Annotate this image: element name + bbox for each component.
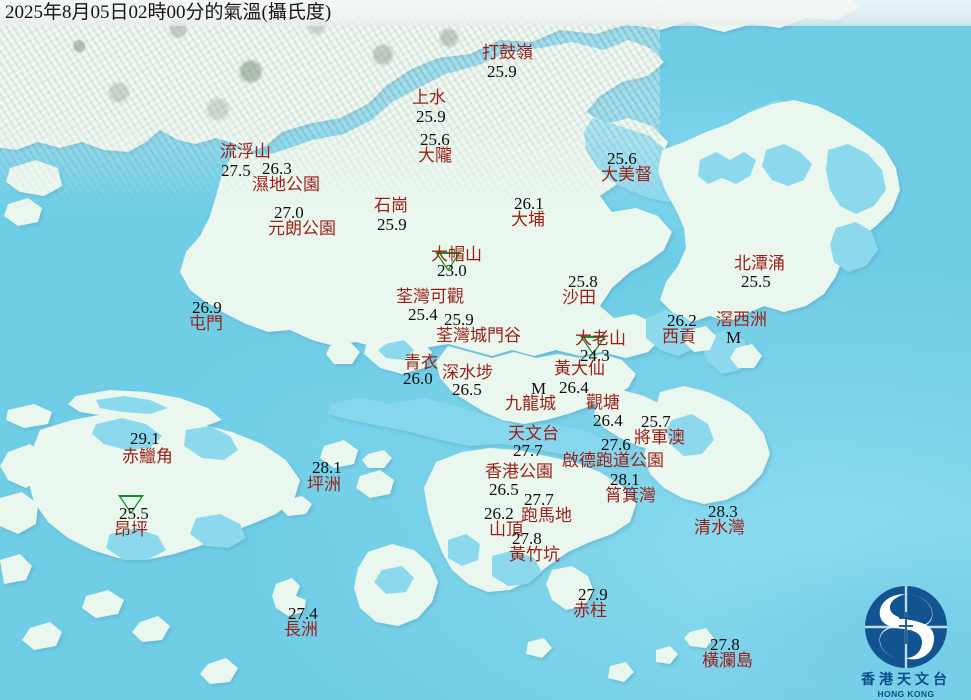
- station-name-label: 深水埗: [442, 363, 493, 382]
- station-temperature-value: 26.4: [559, 378, 589, 397]
- page-title: 2025年8月05日02時00分的氣溫(攝氏度): [5, 2, 332, 23]
- station-name-label: 石崗: [374, 196, 408, 215]
- station-name-label: 大美督: [601, 165, 652, 184]
- station-name-label: 流浮山: [220, 142, 271, 161]
- station-name-label: 筲箕灣: [605, 486, 656, 505]
- station-temperature-value: 27.8: [512, 529, 542, 548]
- station-temperature-value: 26.0: [403, 369, 433, 388]
- station-name-label: 屯門: [189, 314, 223, 333]
- title-band: [0, 0, 971, 26]
- station-name-label: 將軍澳: [634, 428, 685, 447]
- station-temperature-value: 27.7: [513, 441, 543, 460]
- station-temperature-value: 25.6: [420, 130, 450, 149]
- station-temperature-value: 25.7: [641, 412, 671, 431]
- station-temperature-value: 27.5: [221, 161, 251, 180]
- high-altitude-station-marker: [580, 336, 606, 355]
- station-temperature-value: 27.8: [710, 635, 740, 654]
- station-temperature-value: 26.2: [484, 504, 514, 523]
- station-temperature-value: 27.0: [274, 203, 304, 222]
- station-temperature-value: 23.0: [437, 261, 467, 280]
- station-name-label: 荃灣可觀: [396, 287, 464, 306]
- station-temperature-value: 27.4: [288, 604, 318, 623]
- station-name-label: 跑馬地: [521, 506, 572, 525]
- station-temperature-value: 25.6: [607, 149, 637, 168]
- station-temperature-value: 25.9: [416, 107, 446, 126]
- station-temperature-value: 25.8: [568, 272, 598, 291]
- station-temperature-value: 25.9: [377, 215, 407, 234]
- station-temperature-value: 24.3: [580, 346, 610, 365]
- station-temperature-value: 26.1: [514, 194, 544, 213]
- station-name-label: 香港公園: [485, 462, 553, 481]
- station-temperature-value: 25.9: [487, 62, 517, 81]
- station-name-label: 元朗公園: [268, 219, 336, 238]
- station-name-label: 黃竹坑: [509, 545, 560, 564]
- station-name-label: 赤柱: [573, 601, 607, 620]
- high-altitude-station-marker: [118, 495, 144, 514]
- station-temperature-value: 26.5: [489, 480, 519, 499]
- station-name-label: 九龍城: [505, 394, 556, 413]
- hko-logo: 香港天文台 HONG KONG OBSERVATORY: [845, 582, 967, 699]
- station-temperature-value: M: [531, 379, 547, 398]
- hko-name-en: HONG KONG OBSERVATORY: [877, 689, 935, 699]
- station-temperature-value: M: [726, 328, 742, 347]
- station-temperature-value: 27.7: [524, 490, 554, 509]
- station-name-label: 西貢: [662, 327, 696, 346]
- station-name-label: 大老山: [575, 329, 626, 348]
- station-name-label: 濕地公園: [252, 175, 320, 194]
- station-name-label: 大埔: [511, 210, 545, 229]
- station-name-label: 長洲: [284, 620, 318, 639]
- station-temperature-value: 28.1: [312, 458, 342, 477]
- station-name-label: 黃大仙: [554, 359, 605, 378]
- station-temperature-value: 26.4: [593, 411, 623, 430]
- station-name-label: 荃灣城門谷: [436, 326, 521, 345]
- station-name-label: 大隴: [418, 146, 452, 165]
- station-temperature-value: 27.9: [578, 585, 608, 604]
- hko-name-zh: 香港天文台: [861, 673, 951, 688]
- station-name-label: 上水: [412, 88, 446, 107]
- station-name-label: 清水灣: [694, 518, 745, 537]
- high-altitude-station-marker: [435, 252, 461, 271]
- station-temperature-value: 26.9: [192, 298, 222, 317]
- station-name-label: 沙田: [562, 288, 596, 307]
- station-temperature-value: 26.5: [452, 380, 482, 399]
- station-name-label: 山頂: [489, 520, 523, 539]
- station-name-label: 觀塘: [586, 393, 620, 412]
- station-temperature-value: 25.5: [119, 504, 149, 523]
- station-name-label: 大帽山: [431, 245, 482, 264]
- station-name-label: 天文台: [508, 424, 559, 443]
- station-temperature-value: 25.4: [408, 305, 438, 324]
- station-temperature-value: 25.5: [741, 272, 771, 291]
- station-temperature-value: 26.2: [667, 311, 697, 330]
- hko-logo-mark: [865, 586, 947, 668]
- station-temperature-value: 26.3: [262, 159, 292, 178]
- station-name-label: 打鼓嶺: [482, 43, 533, 62]
- station-temperature-value: 27.6: [601, 435, 631, 454]
- station-name-label: 赤鱲角: [122, 447, 173, 466]
- station-temperature-value: 29.1: [130, 429, 160, 448]
- station-name-label: 北潭涌: [734, 254, 785, 273]
- station-name-label: 滘西洲: [716, 310, 767, 329]
- station-name-label: 青衣: [404, 353, 438, 372]
- station-name-label: 啟德跑道公園: [562, 451, 664, 470]
- station-temperature-value: 28.3: [708, 502, 738, 521]
- station-name-label: 坪洲: [307, 475, 341, 494]
- station-temperature-value: 25.9: [444, 310, 474, 329]
- station-name-label: 昂坪: [114, 520, 148, 539]
- station-temperature-value: 28.1: [610, 470, 640, 489]
- station-name-label: 橫瀾島: [702, 651, 753, 670]
